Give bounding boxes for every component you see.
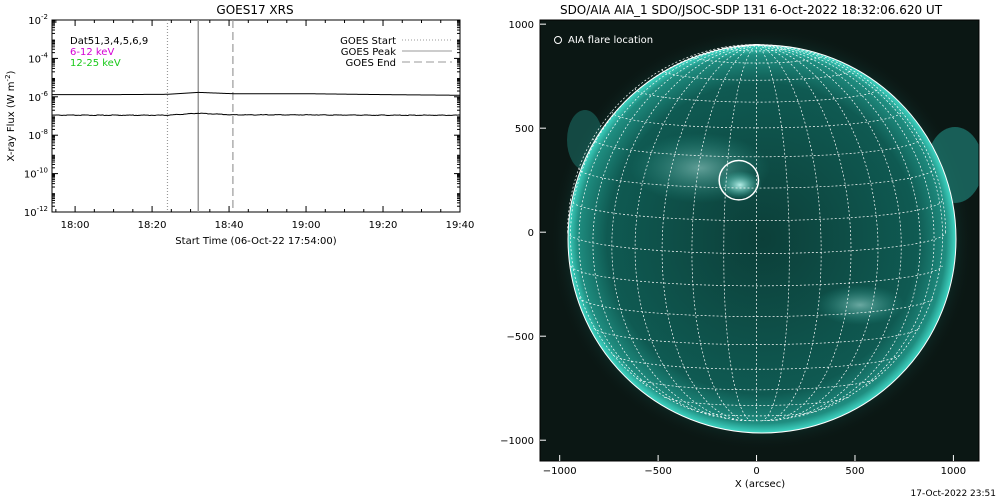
aia-image-title: SDO/AIA AIA_1 SDO/JSOC-SDP 131 6-Oct-202…	[560, 3, 943, 17]
aia-x-tick-label: 1000	[941, 466, 966, 477]
aia-flare-location-marker	[718, 159, 760, 201]
goes-legend-end-label: GOES End	[346, 58, 396, 69]
grid-longitude-line	[567, 44, 757, 233]
grid-longitude-line	[756, 44, 944, 387]
grid-longitude-line	[756, 44, 935, 411]
goes-xrs-chart: GOES17 XRS 18:00 18:20 18:40 19:00 19:20 19:4…	[4, 3, 474, 247]
goes-series-6-12kev	[52, 91, 461, 96]
grid-longitude-line	[756, 44, 946, 233]
aia-x-tick-label: 500	[845, 466, 864, 477]
goes-y-axis-label-sup: -2	[4, 74, 12, 81]
goes-series-12-25kev	[51, 112, 461, 117]
aia-image-frame	[539, 19, 980, 462]
grid-longitude-line	[723, 44, 757, 422]
grid-latitude-line	[578, 297, 935, 317]
aia-y-tick-label: −500	[507, 332, 534, 343]
goes-legend-start-label: GOES Start	[340, 36, 396, 47]
grid-longitude-line	[756, 44, 790, 422]
aia-x-tick-label: −1000	[543, 466, 577, 477]
grid-longitude-line	[756, 44, 852, 421]
grid-longitude-line	[611, 44, 757, 420]
heliographic-grid	[567, 44, 946, 422]
goes-x-tick-label: 19:00	[292, 220, 321, 231]
grid-latitude-line	[612, 354, 901, 370]
goes-x-tick-label: 18:40	[215, 220, 244, 231]
goes-y-tick-label: 10-12	[24, 205, 48, 219]
goes-series-group	[51, 91, 461, 117]
solar-limb	[567, 44, 957, 434]
grid-longitude-line	[570, 44, 757, 387]
grid-latitude-line	[592, 138, 921, 158]
grid-latitude-line	[611, 111, 902, 129]
aia-y-tick-label: 0	[528, 228, 534, 239]
goes-x-axis: 18:00 18:20 18:40 19:00 19:20 19:40	[55, 20, 475, 231]
goes-y-axis-label-main: X-ray Flux (W m	[6, 81, 17, 161]
grid-latitude-line	[570, 265, 943, 287]
goes-legend-6-12kev: 6-12 keV	[70, 47, 114, 58]
grid-longitude-line	[691, 44, 757, 422]
grid-longitude-line	[661, 44, 757, 421]
grid-longitude-line	[592, 44, 757, 417]
goes-chart-title: GOES17 XRS	[216, 3, 293, 17]
legend-flare-symbol	[554, 36, 562, 44]
goes-y-axis: 10-2 10-4 10-6 10-8 10-10 10-12	[24, 13, 460, 219]
goes-legend-detectors: Dat51,3,4,5,6,9	[70, 36, 148, 47]
goes-x-tick-label: 18:20	[138, 220, 167, 231]
aia-y-tick-label: 1000	[509, 20, 534, 31]
goes-legend-12-25kev: 12-25 keV	[70, 58, 121, 69]
goes-y-tick-label: 10-8	[28, 128, 48, 142]
aia-x-tick-label: −500	[644, 466, 671, 477]
goes-legend-left: Dat51,3,4,5,6,9 6-12 keV 12-25 keV	[70, 36, 148, 69]
active-region-south	[815, 285, 905, 325]
grid-longitude-line	[578, 44, 757, 411]
aia-x-axis-label: X (arcsec)	[735, 479, 785, 490]
grid-latitude-line	[636, 377, 877, 391]
aia-y-tick-label: −1000	[500, 436, 534, 447]
aia-y-axis: 1000 500 0 −500 −1000	[500, 20, 546, 447]
aia-flare-marker-group	[718, 159, 760, 201]
goes-event-lines	[166, 20, 234, 212]
aia-image-content: AIA flare location	[550, 27, 979, 451]
active-region-flare	[718, 171, 762, 199]
goes-y-tick-label: 10-10	[24, 167, 48, 181]
goes-y-tick-label: 10-4	[28, 51, 48, 65]
grid-longitude-line	[756, 44, 822, 422]
goes-y-tick-label: 10-6	[28, 90, 48, 104]
solar-disk	[568, 45, 956, 433]
goes-legend-right: GOES Start GOES Peak GOES End	[340, 36, 452, 69]
goes-legend-peak-label: GOES Peak	[341, 47, 396, 58]
grid-latitude-line	[634, 88, 879, 103]
aia-image-panel: SDO/AIA AIA_1 SDO/JSOC-SDP 131 6-Oct-202…	[500, 3, 980, 490]
goes-y-tick-label: 10-2	[28, 13, 48, 27]
goes-x-tick-label: 18:00	[61, 220, 90, 231]
goes-x-tick-label: 19:40	[446, 220, 475, 231]
goes-x-tick-label: 19:20	[369, 220, 398, 231]
grid-longitude-line	[756, 44, 902, 420]
grid-latitude-line	[663, 396, 850, 406]
aia-y-tick-label: 500	[515, 124, 534, 135]
legend-flare-label: AIA flare location	[568, 35, 653, 46]
aia-x-axis: −1000 −500 0 500 1000	[543, 455, 966, 477]
aia-x-tick-label: 0	[753, 466, 759, 477]
goes-plot-frame	[51, 19, 461, 213]
goes-y-axis-label-close: )	[6, 70, 17, 74]
grid-longitude-line	[756, 44, 921, 417]
goes-x-axis-label: Start Time (06-Oct-22 17:54:00)	[175, 236, 336, 247]
footer-timestamp: 17-Oct-2022 23:51	[911, 489, 996, 499]
goes-y-axis-label: X-ray Flux (W m-2)	[4, 70, 17, 161]
